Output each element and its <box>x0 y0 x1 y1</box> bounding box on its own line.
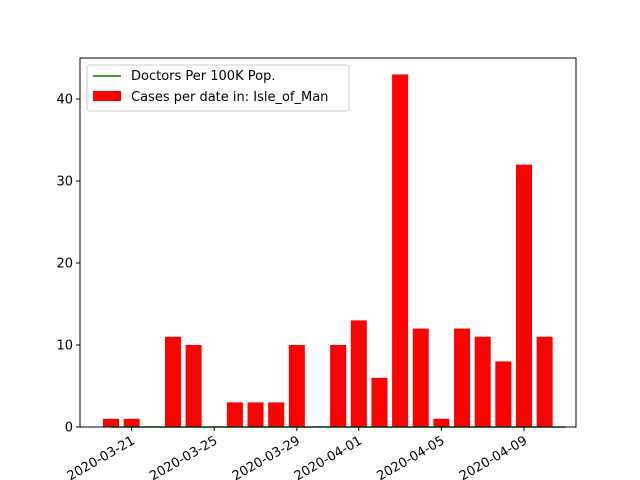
bar <box>164 336 181 427</box>
bar <box>247 402 264 427</box>
legend: Doctors Per 100K Pop. Cases per date in:… <box>86 64 350 112</box>
bar <box>123 418 140 427</box>
bars-group <box>103 74 553 428</box>
bar <box>454 328 471 427</box>
bar <box>268 402 285 427</box>
bar <box>371 377 388 427</box>
y-axis: 0 10 20 30 40 <box>56 93 80 436</box>
bar <box>536 336 553 427</box>
bar <box>433 418 450 427</box>
y-tick-label: 0 <box>65 421 73 436</box>
legend-box <box>86 64 350 112</box>
bar <box>288 345 305 427</box>
bar <box>226 402 243 427</box>
legend-label-doctors: Doctors Per 100K Pop. <box>131 69 275 84</box>
bar <box>516 164 532 427</box>
plot-frame <box>79 57 577 428</box>
y-tick-label: 30 <box>56 175 73 190</box>
bar <box>495 361 512 427</box>
bar <box>330 345 347 427</box>
bar <box>412 328 429 427</box>
y-tick-label: 20 <box>56 257 73 272</box>
legend-label-cases: Cases per date in: Isle_of_Man <box>131 90 328 105</box>
y-tick-label: 40 <box>56 93 73 108</box>
bar <box>185 345 202 427</box>
bar <box>474 336 491 427</box>
bar <box>103 418 119 427</box>
bar <box>392 74 409 428</box>
legend-bar-swatch <box>93 91 121 101</box>
y-tick-label: 10 <box>56 339 73 354</box>
bar <box>350 320 367 427</box>
